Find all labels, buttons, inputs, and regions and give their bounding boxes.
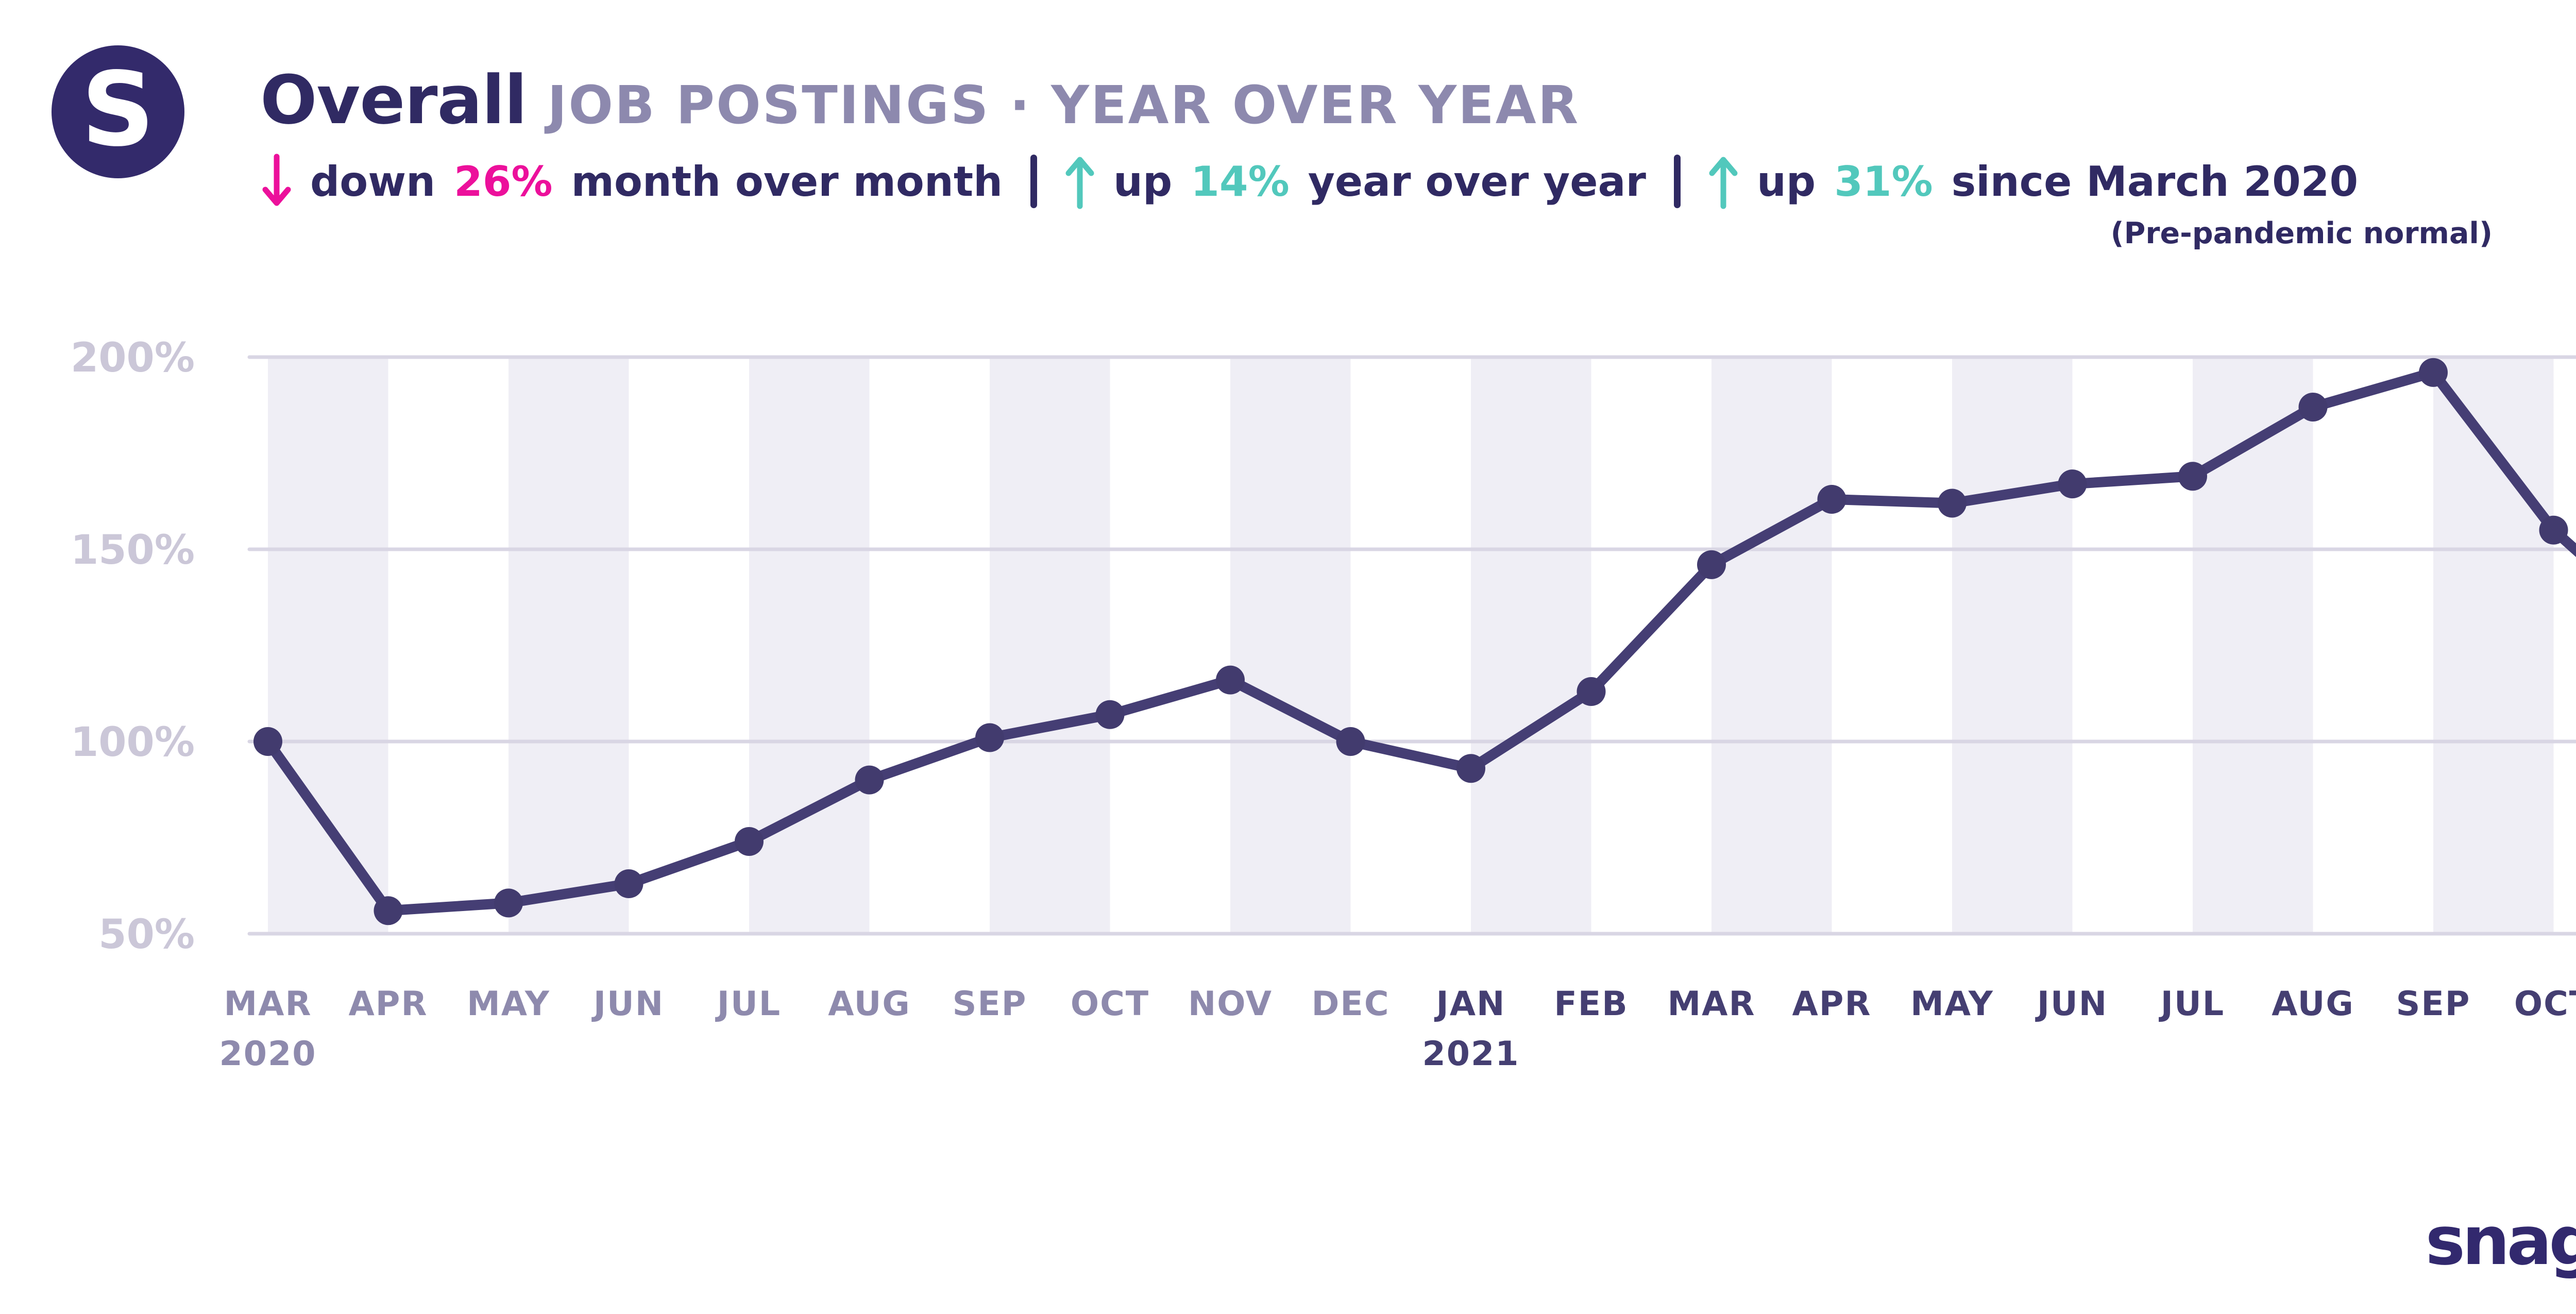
x-axis-labels: MAR APR MAY JUN JUL AUG SEP OCT NOV DEC JAN FEB MAR A…: [224, 985, 2576, 1023]
svg-text:DEC: DEC: [1311, 985, 1389, 1023]
svg-text:MAR: MAR: [1667, 985, 1755, 1023]
snagajob-logo: S: [52, 45, 184, 178]
up-arrow-icon: [1708, 154, 1738, 209]
stats-row: down 26% month over month up 14% year ov…: [262, 154, 2358, 209]
svg-text:NOV: NOV: [1188, 985, 1273, 1023]
page-title: Overall JOB POSTINGS · YEAR OVER YEAR: [260, 61, 1580, 139]
month-stripes: [268, 357, 2554, 934]
y-axis-labels: 200% 150% 100% 50%: [71, 335, 195, 958]
svg-text:200%: 200%: [71, 335, 195, 381]
svg-text:JUN: JUN: [2035, 985, 2108, 1023]
stat-suffix: month over month: [571, 157, 1003, 206]
stat-value: 26%: [454, 157, 553, 206]
brand-text: snagajob: [2425, 1201, 2576, 1280]
gridlines: [247, 355, 2576, 936]
svg-text:JAN: JAN: [1434, 985, 1506, 1023]
title-overall: Overall: [260, 61, 527, 139]
svg-text:JUL: JUL: [715, 985, 781, 1023]
svg-text:2021: 2021: [1422, 1035, 1520, 1073]
snagajob-wordmark: snagajob ®: [2425, 1201, 2576, 1280]
svg-text:MAR: MAR: [224, 985, 312, 1023]
stat-suffix: since March 2020: [1951, 157, 2359, 206]
stat-value: 14%: [1191, 157, 1290, 206]
title-subtitle: JOB POSTINGS · YEAR OVER YEAR: [547, 75, 1580, 136]
logo-s-glyph: S: [81, 50, 155, 169]
stat-prefix: up: [1113, 157, 1173, 206]
svg-text:OCT: OCT: [1071, 985, 1149, 1023]
svg-text:FEB: FEB: [1554, 985, 1628, 1023]
svg-text:OCT: OCT: [2514, 985, 2576, 1023]
pre-pandemic-note: (Pre-pandemic normal): [2110, 216, 2493, 250]
svg-text:APR: APR: [1792, 985, 1872, 1023]
divider: [1030, 155, 1038, 208]
svg-text:APR: APR: [349, 985, 428, 1023]
data-points: [253, 358, 2568, 925]
svg-text:MAY: MAY: [467, 985, 550, 1023]
svg-text:AUG: AUG: [2272, 985, 2354, 1023]
stat-suffix: year over year: [1308, 157, 1646, 206]
divider: [1673, 155, 1681, 208]
up-arrow-icon: [1065, 154, 1095, 209]
stat-value: 31%: [1834, 157, 1933, 206]
svg-text:50%: 50%: [98, 912, 195, 958]
stat-prefix: up: [1756, 157, 1816, 206]
svg-text:AUG: AUG: [828, 985, 910, 1023]
svg-text:SEP: SEP: [953, 985, 1027, 1023]
svg-text:2020: 2020: [219, 1035, 317, 1073]
stat-prefix: down: [310, 157, 436, 206]
svg-text:SEP: SEP: [2396, 985, 2471, 1023]
svg-text:JUN: JUN: [591, 985, 664, 1023]
year-labels: 2020 2021: [219, 1035, 1520, 1073]
svg-text:150%: 150%: [71, 527, 195, 574]
down-arrow-icon: [262, 154, 292, 209]
svg-text:100%: 100%: [71, 719, 195, 766]
svg-text:MAY: MAY: [1910, 985, 1994, 1023]
svg-text:JUL: JUL: [2159, 985, 2225, 1023]
